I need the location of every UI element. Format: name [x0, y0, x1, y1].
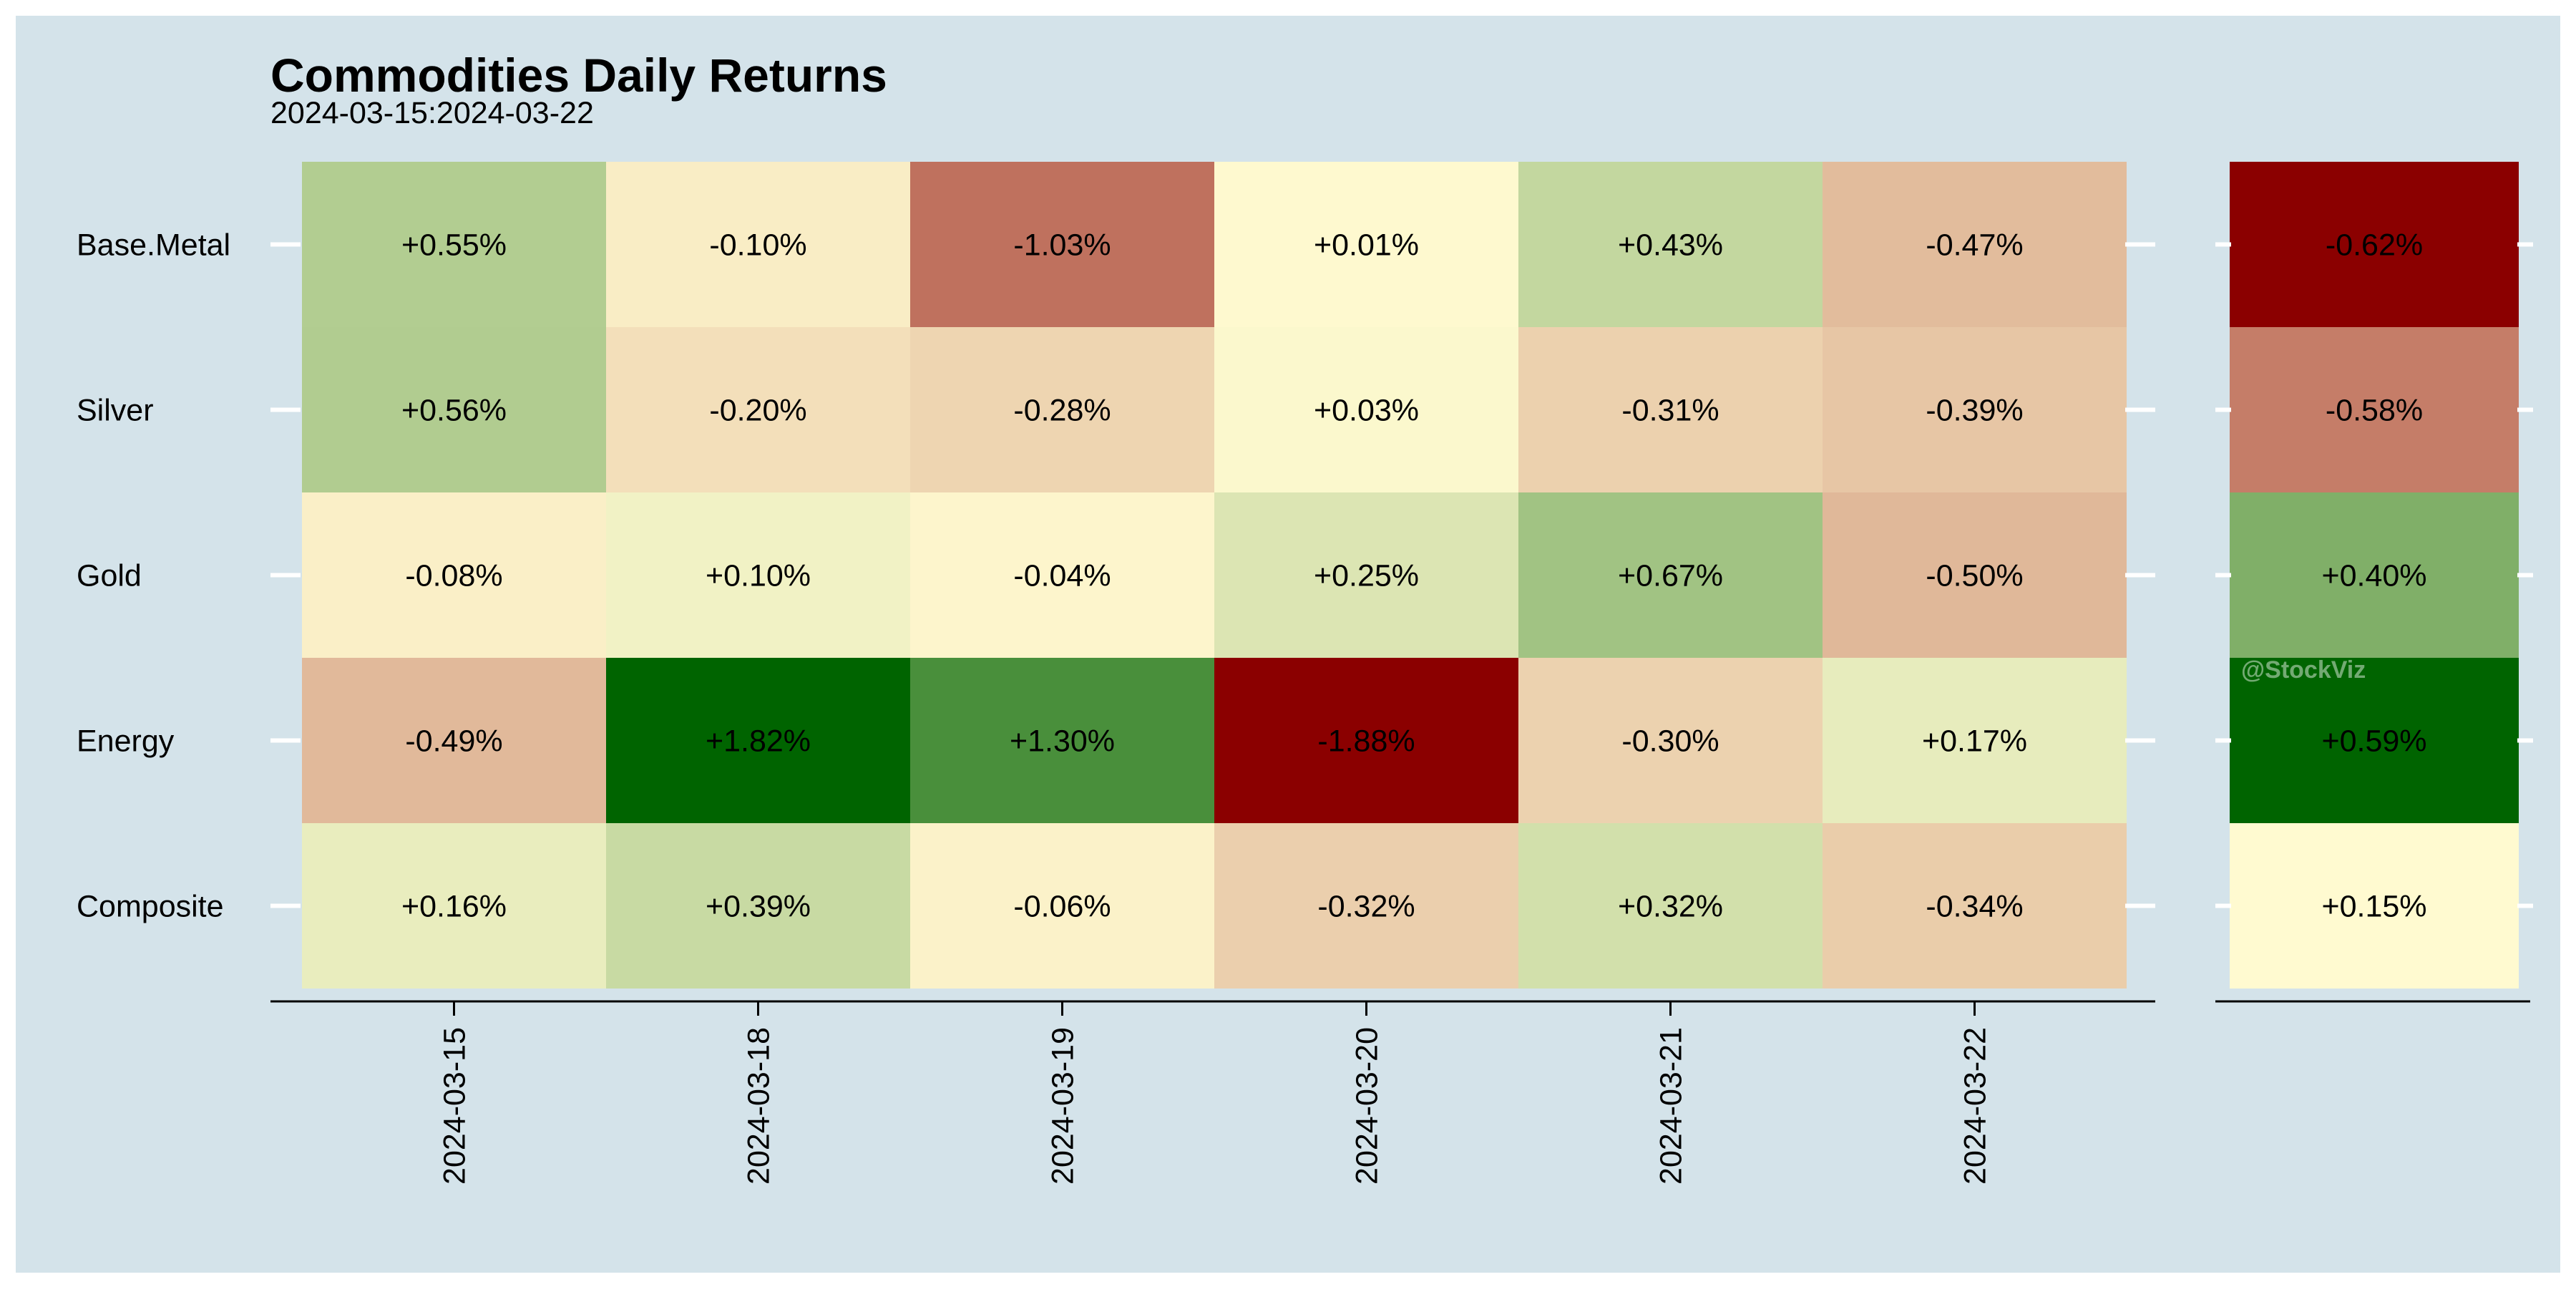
heatmap-cell [302, 162, 606, 327]
row-ticks [270, 242, 2533, 908]
cell-value-label: -0.04% [1013, 559, 1111, 593]
cell-value-label: -0.32% [1317, 890, 1415, 924]
x-tick-label: 2024-03-22 [1958, 1027, 1993, 1185]
row-label: Silver [77, 394, 154, 428]
heatmap-cell [1823, 823, 2127, 989]
summary-value-label: -0.62% [2326, 228, 2423, 263]
heatmap-cell [1214, 823, 1518, 989]
heatmap-cell [1518, 492, 1823, 658]
heatmap-cell [1214, 492, 1518, 658]
summary-cell [2230, 327, 2519, 492]
chart-subtitle: 2024-03-15:2024-03-22 [270, 96, 594, 130]
heatmap-cell [1214, 327, 1518, 492]
heatmap-cell [1518, 658, 1823, 823]
x-tick-label: 2024-03-15 [438, 1027, 472, 1185]
cell-value-label: +0.32% [1618, 890, 1723, 924]
cell-value-label: +0.10% [706, 559, 811, 593]
cell-value-label: +1.82% [706, 724, 811, 759]
cell-value-label: +0.01% [1314, 228, 1419, 263]
heatmap-cell [1214, 658, 1518, 823]
heatmap-cell [302, 492, 606, 658]
heatmap-cell [1518, 327, 1823, 492]
row-label: Composite [77, 890, 224, 924]
x-tick-label: 2024-03-20 [1350, 1027, 1385, 1185]
heatmap-main-grid: +0.55% -0.10% -1.03% +0.01% +0.43% -0.47% +0.5… [302, 162, 2127, 989]
heatmap-cell [1823, 162, 2127, 327]
cell-value-label: +0.16% [401, 890, 507, 924]
cell-value-label: -0.10% [709, 228, 806, 263]
summary-cell [2230, 492, 2519, 658]
x-tick-label: 2024-03-18 [742, 1027, 776, 1185]
cell-value-label: -0.31% [1621, 394, 1719, 428]
summary-cell [2230, 658, 2519, 823]
cell-value-label: +0.17% [1922, 724, 2027, 759]
cell-value-label: -0.20% [709, 394, 806, 428]
heatmap-cell [302, 823, 606, 989]
heatmap-cell [302, 658, 606, 823]
cell-value-label: +0.03% [1314, 394, 1419, 428]
heatmap-cell [910, 823, 1214, 989]
cell-value-label: -0.34% [1926, 890, 2023, 924]
cell-value-label: -0.47% [1926, 228, 2023, 263]
row-label: Gold [77, 559, 142, 593]
heatmap-cell [302, 327, 606, 492]
row-label: Base.Metal [77, 228, 230, 263]
heatmap-cell [910, 658, 1214, 823]
heatmap-cell [606, 492, 910, 658]
watermark: @StockViz [2241, 656, 2366, 684]
cell-value-label: -0.30% [1621, 724, 1719, 759]
cell-value-label: -0.06% [1013, 890, 1111, 924]
heatmap-cell [606, 823, 910, 989]
cell-value-label: +0.39% [706, 890, 811, 924]
summary-value-label: +0.59% [2321, 724, 2426, 759]
heatmap-cell [1518, 823, 1823, 989]
x-axis: 2024-03-15 2024-03-18 2024-03-19 2024-03-20… [270, 1000, 2155, 1185]
cell-value-label: -0.39% [1926, 394, 2023, 428]
heatmap-cell [1518, 162, 1823, 327]
heatmap-cell [910, 492, 1214, 658]
cell-value-label: -0.49% [405, 724, 502, 759]
heatmap-cell [1823, 492, 2127, 658]
heatmap-cell [910, 327, 1214, 492]
cell-value-label: -0.50% [1926, 559, 2023, 593]
chart-title: Commodities Daily Returns [270, 49, 887, 102]
heatmap-summary-column: -0.62% -0.58% +0.40% +0.59% +0.15% [2230, 162, 2519, 989]
row-label: Energy [77, 724, 175, 759]
heatmap-cell [606, 162, 910, 327]
cell-value-label: +1.30% [1010, 724, 1115, 759]
cell-value-label: +0.55% [401, 228, 507, 263]
summary-cell [2230, 162, 2519, 327]
cell-value-label: -0.08% [405, 559, 502, 593]
cell-value-label: +0.67% [1618, 559, 1723, 593]
heatmap-cell [1823, 327, 2127, 492]
heatmap-cell [1823, 658, 2127, 823]
summary-value-label: -0.58% [2326, 394, 2423, 428]
summary-cell [2230, 823, 2519, 989]
cell-value-label: -0.28% [1013, 394, 1111, 428]
cell-value-label: -1.03% [1013, 228, 1111, 263]
heatmap-cell [606, 658, 910, 823]
cell-value-label: +0.56% [401, 394, 507, 428]
heatmap-cell [910, 162, 1214, 327]
summary-value-label: +0.40% [2321, 559, 2426, 593]
cell-value-label: +0.25% [1314, 559, 1419, 593]
cell-value-label: +0.43% [1618, 228, 1723, 263]
row-labels: Base.Metal Silver Gold Energy Composite [77, 228, 230, 924]
x-tick-label: 2024-03-19 [1046, 1027, 1080, 1185]
x-tick-label: 2024-03-21 [1654, 1027, 1689, 1185]
heatmap-cell [606, 327, 910, 492]
cell-value-label: -1.88% [1317, 724, 1415, 759]
summary-value-label: +0.15% [2321, 890, 2426, 924]
heatmap-cell [1214, 162, 1518, 327]
